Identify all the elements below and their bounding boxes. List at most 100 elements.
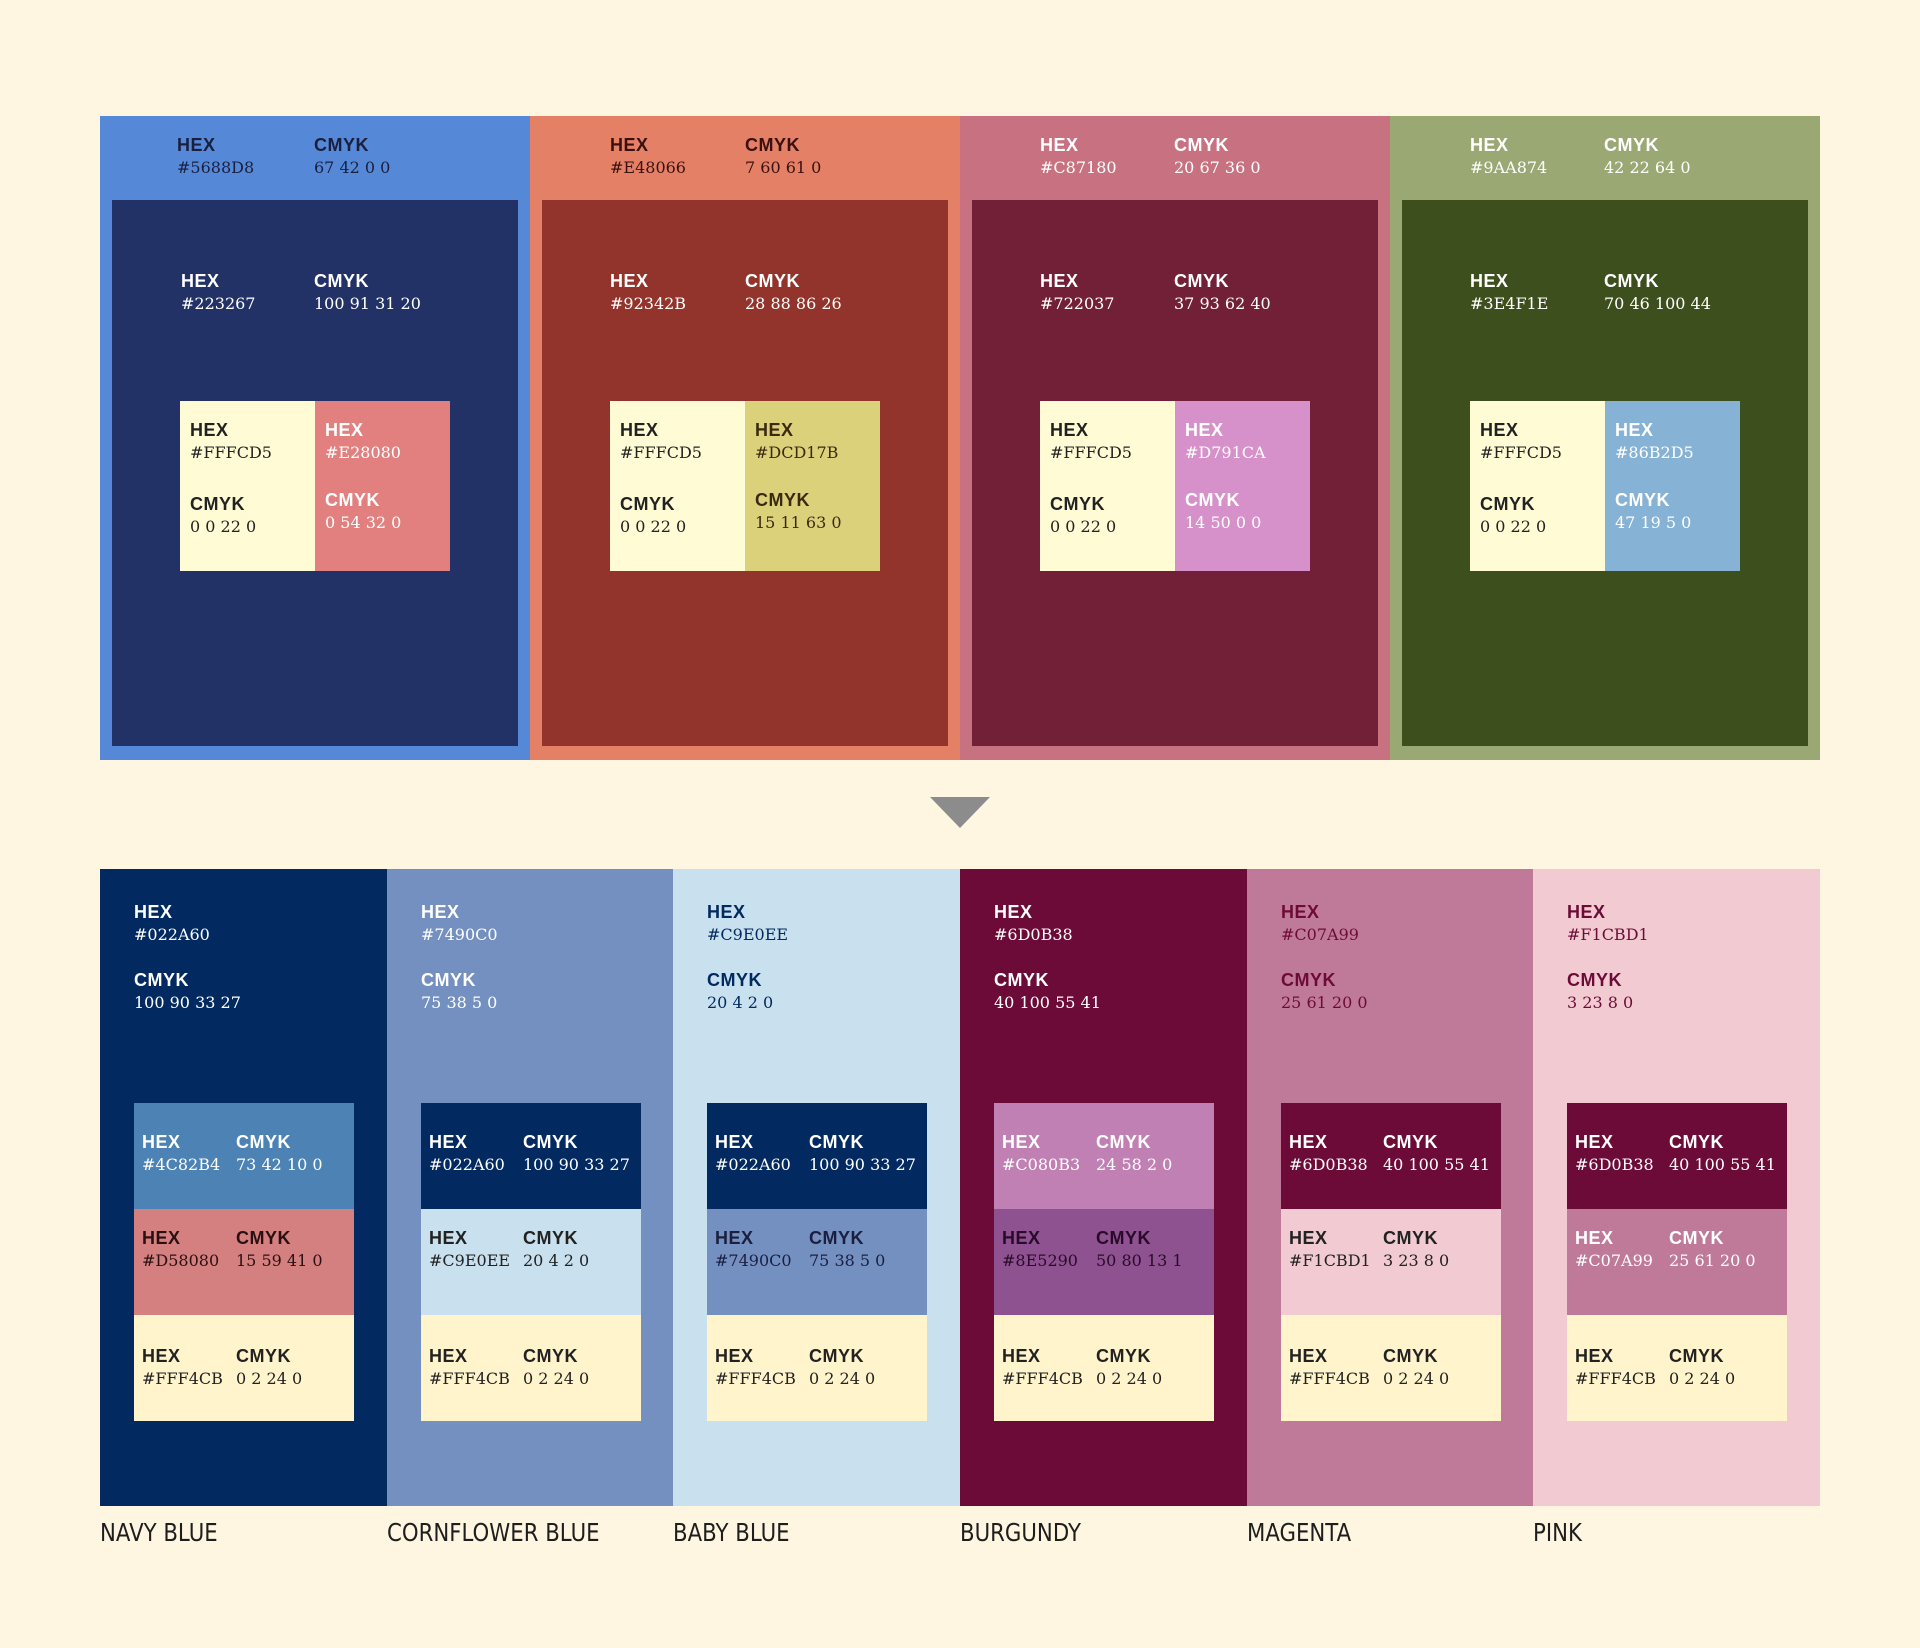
hex-value: #7490C0 [421, 925, 498, 944]
row-hex: HEX #C07A99 [1575, 1229, 1653, 1269]
cmyk-value: 47 19 5 0 [1615, 513, 1692, 532]
palette-name: NAVY BLUE [100, 1518, 218, 1547]
cmyk-value: 73 42 10 0 [236, 1155, 323, 1174]
hex-label: HEX [1002, 1228, 1041, 1248]
hex-value: #7490C0 [715, 1251, 792, 1270]
hex-label: HEX [421, 902, 460, 922]
cmyk-label: CMYK [1050, 494, 1105, 514]
swatch-cmyk: CMYK 47 19 5 0 [1615, 491, 1691, 531]
cmyk-label: CMYK [134, 970, 189, 990]
main-hex: HEX #C07A99 [1281, 903, 1359, 943]
inner-cmyk: CMYK 100 91 31 20 [314, 272, 421, 312]
cmyk-label: CMYK [325, 490, 380, 510]
cmyk-value: 25 61 20 0 [1669, 1251, 1756, 1270]
stack-row: HEX #022A60 CMYK 100 90 33 27 [421, 1103, 641, 1209]
cmyk-label: CMYK [1096, 1346, 1151, 1366]
hex-value: #92342B [610, 294, 687, 313]
cmyk-value: 3 23 8 0 [1567, 993, 1634, 1012]
row-hex: HEX #7490C0 [715, 1229, 792, 1269]
cmyk-label: CMYK [1383, 1132, 1438, 1152]
cmyk-label: CMYK [707, 970, 762, 990]
row-hex: HEX #C9E0EE [429, 1229, 510, 1269]
hex-value: #C87180 [1040, 158, 1117, 177]
cmyk-value: 0 2 24 0 [1383, 1369, 1450, 1388]
hex-value: #FFF4CB [715, 1369, 796, 1388]
hex-label: HEX [620, 420, 659, 440]
main-cmyk: CMYK 40 100 55 41 [994, 971, 1101, 1011]
cmyk-label: CMYK [1669, 1228, 1724, 1248]
inner-cmyk: CMYK 70 46 100 44 [1604, 272, 1711, 312]
row-hex: HEX #FFF4CB [429, 1347, 510, 1387]
row-cmyk: CMYK 24 58 2 0 [1096, 1133, 1172, 1173]
hex-label: HEX [190, 420, 229, 440]
hex-label: HEX [1615, 420, 1654, 440]
outer-cmyk: CMYK 67 42 0 0 [314, 136, 390, 176]
main-hex: HEX #022A60 [134, 903, 210, 943]
row-cmyk: CMYK 0 2 24 0 [809, 1347, 875, 1387]
hex-label: HEX [1040, 135, 1079, 155]
row-hex: HEX #022A60 [429, 1133, 505, 1173]
cmyk-value: 42 22 64 0 [1604, 158, 1691, 177]
palette-name: PINK [1533, 1518, 1582, 1547]
row-hex: HEX #FFF4CB [142, 1347, 223, 1387]
cmyk-label: CMYK [1604, 135, 1659, 155]
stack-row: HEX #6D0B38 CMYK 40 100 55 41 [1281, 1103, 1501, 1209]
hex-value: #FFFCD5 [1480, 443, 1562, 462]
swatch-hex: HEX #FFFCD5 [190, 421, 272, 461]
combo-stack: HEX #6D0B38 CMYK 40 100 55 41 HEX #C07A99 C… [1567, 1103, 1787, 1421]
stack-row: HEX #C07A99 CMYK 25 61 20 0 [1567, 1209, 1787, 1315]
hex-value: #F1CBD1 [1567, 925, 1649, 944]
cmyk-value: 75 38 5 0 [809, 1251, 886, 1270]
hex-value: #6D0B38 [994, 925, 1073, 944]
stack-row: HEX #C080B3 CMYK 24 58 2 0 [994, 1103, 1214, 1209]
row-cmyk: CMYK 25 61 20 0 [1669, 1229, 1756, 1269]
accent-swatch: HEX #FFFCD5 CMYK 0 0 22 0 HEX #86B2D5 CM… [1470, 401, 1740, 571]
hex-label: HEX [1040, 271, 1079, 291]
hex-value: #FFF4CB [429, 1369, 510, 1388]
stack-row: HEX #6D0B38 CMYK 40 100 55 41 [1567, 1103, 1787, 1209]
hex-value: #4C82B4 [142, 1155, 221, 1174]
hex-label: HEX [142, 1228, 181, 1248]
cmyk-value: 0 2 24 0 [523, 1369, 590, 1388]
hex-label: HEX [429, 1346, 468, 1366]
cmyk-value: 20 4 2 0 [523, 1251, 590, 1270]
hex-label: HEX [994, 902, 1033, 922]
cmyk-value: 40 100 55 41 [1669, 1155, 1776, 1174]
cmyk-value: 14 50 0 0 [1185, 513, 1262, 532]
row-cmyk: CMYK 0 2 24 0 [1669, 1347, 1735, 1387]
cmyk-label: CMYK [421, 970, 476, 990]
hex-value: #022A60 [715, 1155, 791, 1174]
cmyk-label: CMYK [994, 970, 1049, 990]
hex-label: HEX [1185, 420, 1224, 440]
row-cmyk: CMYK 50 80 13 1 [1096, 1229, 1183, 1269]
bottom-column: HEX #6D0B38 CMYK 40 100 55 41 HEX #C080B3… [960, 869, 1247, 1506]
main-cmyk: CMYK 75 38 5 0 [421, 971, 497, 1011]
cmyk-label: CMYK [1567, 970, 1622, 990]
stack-row: HEX #FFF4CB CMYK 0 2 24 0 [134, 1315, 354, 1421]
cmyk-value: 25 61 20 0 [1281, 993, 1368, 1012]
hex-label: HEX [1281, 902, 1320, 922]
cmyk-label: CMYK [745, 135, 800, 155]
hex-value: #C9E0EE [429, 1251, 511, 1270]
cmyk-value: 0 2 24 0 [809, 1369, 876, 1388]
row-hex: HEX #F1CBD1 [1289, 1229, 1371, 1269]
cmyk-value: 100 91 31 20 [314, 294, 421, 313]
cmyk-label: CMYK [1096, 1132, 1151, 1152]
bottom-palette-section: HEX #022A60 CMYK 100 90 33 27 HEX #4C82B4… [100, 869, 1820, 1506]
hex-label: HEX [707, 902, 746, 922]
hex-label: HEX [1575, 1346, 1614, 1366]
hex-value: #DCD17B [755, 443, 839, 462]
bottom-column: HEX #C9E0EE CMYK 20 4 2 0 HEX #022A60 CMY… [673, 869, 960, 1506]
swatch-hex: HEX #FFFCD5 [620, 421, 702, 461]
row-cmyk: CMYK 100 90 33 27 [809, 1133, 916, 1173]
inner-hex: HEX #3E4F1E [1470, 272, 1548, 312]
cmyk-value: 37 93 62 40 [1174, 294, 1271, 313]
hex-value: #86B2D5 [1615, 443, 1694, 462]
hex-label: HEX [1567, 902, 1606, 922]
hex-label: HEX [715, 1132, 754, 1152]
combo-stack: HEX #6D0B38 CMYK 40 100 55 41 HEX #F1CBD1 C… [1281, 1103, 1501, 1421]
cmyk-value: 0 2 24 0 [1669, 1369, 1736, 1388]
swatch-right: HEX #DCD17B CMYK 15 11 63 0 [745, 401, 880, 571]
cmyk-label: CMYK [314, 271, 369, 291]
palette-name: BURGUNDY [960, 1518, 1082, 1547]
